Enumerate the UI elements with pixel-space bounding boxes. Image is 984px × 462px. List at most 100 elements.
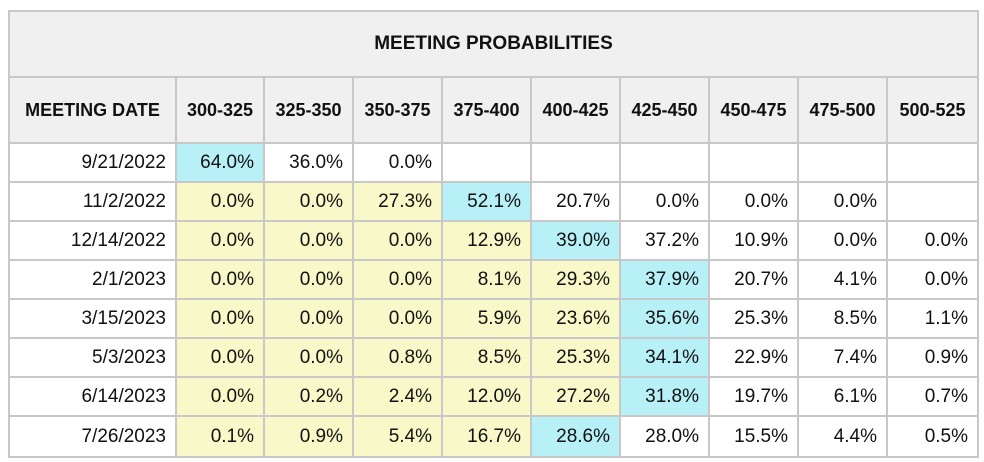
- meeting-date-cell: 9/21/2022: [10, 144, 177, 183]
- probability-cell: 0.0%: [354, 261, 443, 300]
- probability-cell: 0.0%: [799, 183, 888, 222]
- range-header: 325-350: [265, 78, 354, 144]
- range-header: 300-325: [177, 78, 265, 144]
- probability-cell: [443, 144, 532, 183]
- header-row: MEETING DATE 300-325 325-350 350-375 375-40…: [10, 78, 977, 144]
- range-header: 375-400: [443, 78, 532, 144]
- meeting-date-cell: 6/14/2023: [10, 378, 177, 417]
- probability-cell: 4.1%: [799, 261, 888, 300]
- probability-cell: 0.0%: [177, 222, 265, 261]
- probability-cell: 36.0%: [265, 144, 354, 183]
- table-row: 3/15/2023 0.0% 0.0% 0.0% 5.9% 23.6% 35.6% 25.3%…: [10, 300, 977, 339]
- max-probability-cell: 52.1%: [443, 183, 532, 222]
- probability-cell: 0.9%: [888, 339, 977, 378]
- probability-cell: 4.4%: [799, 417, 888, 456]
- probability-cell: 20.7%: [710, 261, 799, 300]
- probability-cell: 0.2%: [265, 378, 354, 417]
- probability-cell: 0.0%: [265, 339, 354, 378]
- probability-cell: 0.0%: [177, 183, 265, 222]
- range-header: 350-375: [354, 78, 443, 144]
- probability-cell: 0.0%: [177, 339, 265, 378]
- table-row: 6/14/2023 0.0% 0.2% 2.4% 12.0% 27.2% 31.8% 19.7…: [10, 378, 977, 417]
- meeting-date-cell: 5/3/2023: [10, 339, 177, 378]
- table-row: 11/2/2022 0.0% 0.0% 27.3% 52.1% 20.7% 0.0% 0.0%…: [10, 183, 977, 222]
- probability-cell: 0.0%: [354, 144, 443, 183]
- max-probability-cell: 64.0%: [177, 144, 265, 183]
- probability-cell: 0.0%: [265, 183, 354, 222]
- meeting-date-cell: 12/14/2022: [10, 222, 177, 261]
- probability-cell: [799, 144, 888, 183]
- probability-cell: 6.1%: [799, 378, 888, 417]
- meeting-date-header: MEETING DATE: [10, 78, 177, 144]
- probability-cell: [888, 144, 977, 183]
- probability-cell: 0.8%: [354, 339, 443, 378]
- probability-cell: [621, 144, 710, 183]
- probability-cell: 0.0%: [621, 183, 710, 222]
- probability-cell: 5.9%: [443, 300, 532, 339]
- probability-cell: 0.0%: [354, 300, 443, 339]
- probability-cell: 0.0%: [710, 183, 799, 222]
- probability-cell: 8.1%: [443, 261, 532, 300]
- probability-cell: 25.3%: [532, 339, 621, 378]
- probability-cell: 27.3%: [354, 183, 443, 222]
- probability-cell: 0.0%: [888, 261, 977, 300]
- table-row: 7/26/2023 0.1% 0.9% 5.4% 16.7% 28.6% 28.0% 15.5…: [10, 417, 977, 456]
- table-title: MEETING PROBABILITIES: [10, 12, 977, 78]
- probability-cell: 8.5%: [799, 300, 888, 339]
- probability-cell: 10.9%: [710, 222, 799, 261]
- probabilities-panel: MEETING PROBABILITIES MEETING DATE 300-3…: [8, 10, 979, 458]
- probability-cell: 22.9%: [710, 339, 799, 378]
- probability-cell: 23.6%: [532, 300, 621, 339]
- probability-cell: 2.4%: [354, 378, 443, 417]
- range-header: 400-425: [532, 78, 621, 144]
- probability-cell: 27.2%: [532, 378, 621, 417]
- probability-cell: 16.7%: [443, 417, 532, 456]
- probability-cell: 0.0%: [177, 300, 265, 339]
- range-header: 450-475: [710, 78, 799, 144]
- probability-cell: 0.0%: [888, 222, 977, 261]
- probability-cell: [532, 144, 621, 183]
- meeting-date-cell: 7/26/2023: [10, 417, 177, 456]
- probability-cell: 12.9%: [443, 222, 532, 261]
- probability-cell: 5.4%: [354, 417, 443, 456]
- meeting-date-cell: 3/15/2023: [10, 300, 177, 339]
- probability-cell: 0.7%: [888, 378, 977, 417]
- max-probability-cell: 31.8%: [621, 378, 710, 417]
- range-header: 425-450: [621, 78, 710, 144]
- probability-cell: 20.7%: [532, 183, 621, 222]
- table-row: 5/3/2023 0.0% 0.0% 0.8% 8.5% 25.3% 34.1% 22.9% 7…: [10, 339, 977, 378]
- probability-cell: 0.0%: [354, 222, 443, 261]
- table-row: 9/21/2022 64.0% 36.0% 0.0%: [10, 144, 977, 183]
- meeting-date-cell: 2/1/2023: [10, 261, 177, 300]
- probability-cell: 0.9%: [265, 417, 354, 456]
- probability-cell: 8.5%: [443, 339, 532, 378]
- probability-cell: 0.0%: [265, 300, 354, 339]
- probability-cell: 19.7%: [710, 378, 799, 417]
- probability-cell: 0.0%: [177, 378, 265, 417]
- range-header: 500-525: [888, 78, 977, 144]
- probability-cell: [888, 183, 977, 222]
- max-probability-cell: 28.6%: [532, 417, 621, 456]
- probability-cell: 1.1%: [888, 300, 977, 339]
- table-body: 9/21/2022 64.0% 36.0% 0.0% 11/2/2022 0.0% 0.0%…: [10, 144, 977, 456]
- range-header: 475-500: [799, 78, 888, 144]
- table-row: 2/1/2023 0.0% 0.0% 0.0% 8.1% 29.3% 37.9% 20.7% 4…: [10, 261, 977, 300]
- probability-cell: 0.0%: [265, 222, 354, 261]
- probability-cell: [710, 144, 799, 183]
- probability-cell: 12.0%: [443, 378, 532, 417]
- probability-cell: 0.0%: [265, 261, 354, 300]
- max-probability-cell: 35.6%: [621, 300, 710, 339]
- probability-cell: 29.3%: [532, 261, 621, 300]
- probability-cell: 25.3%: [710, 300, 799, 339]
- meeting-date-cell: 11/2/2022: [10, 183, 177, 222]
- probability-cell: 15.5%: [710, 417, 799, 456]
- probability-cell: 0.5%: [888, 417, 977, 456]
- table-row: 12/14/2022 0.0% 0.0% 0.0% 12.9% 39.0% 37.2% 10.…: [10, 222, 977, 261]
- probability-cell: 0.0%: [799, 222, 888, 261]
- probability-cell: 37.2%: [621, 222, 710, 261]
- probability-cell: 0.1%: [177, 417, 265, 456]
- probability-cell: 0.0%: [177, 261, 265, 300]
- max-probability-cell: 39.0%: [532, 222, 621, 261]
- max-probability-cell: 34.1%: [621, 339, 710, 378]
- probability-cell: 28.0%: [621, 417, 710, 456]
